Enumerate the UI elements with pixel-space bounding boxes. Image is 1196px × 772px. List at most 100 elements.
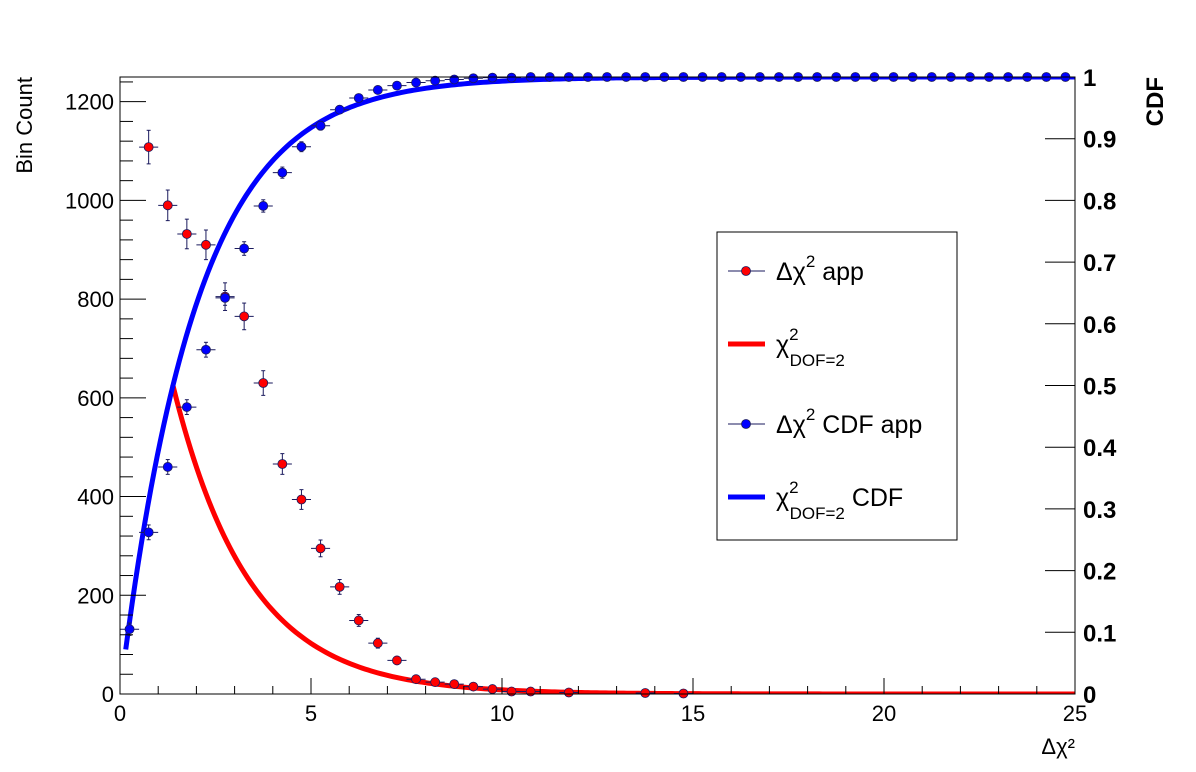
marker [143, 527, 154, 538]
data-point [120, 622, 140, 636]
legend-marker [741, 266, 751, 276]
legend-marker [741, 419, 751, 429]
y-tick-label: 600 [77, 386, 114, 411]
data-point [272, 166, 292, 179]
marker [430, 75, 441, 86]
y-tick-label: 1200 [65, 90, 114, 115]
y-tick-label: 0 [102, 682, 114, 707]
marker [239, 311, 250, 322]
data-point [463, 73, 483, 84]
y2-tick-label: 0.8 [1083, 188, 1116, 215]
marker [258, 378, 269, 388]
y-tick-label: 1000 [65, 188, 114, 213]
marker [506, 72, 517, 83]
marker [315, 120, 326, 131]
legend-label-base: χ [776, 331, 789, 359]
marker [449, 679, 460, 690]
marker [124, 624, 135, 635]
data-point [425, 75, 445, 86]
data-point [234, 241, 254, 256]
x-axis-title: Δχ² [1041, 734, 1075, 759]
marker [392, 80, 402, 91]
series-points-1 [139, 129, 693, 699]
marker [334, 581, 345, 592]
legend-entry-4: χ2 DOF=2 CDF [728, 478, 903, 523]
x-tick-label: 25 [1063, 701, 1087, 726]
y2-tick-label: 0.4 [1083, 435, 1117, 462]
data-point [139, 129, 159, 165]
data-point [311, 539, 331, 558]
y-tick-label: 400 [77, 485, 114, 510]
data-point [158, 189, 178, 222]
marker [372, 85, 383, 95]
legend-label: χ2 DOF=2 CDF [776, 478, 903, 523]
marker [277, 459, 288, 469]
x-tick-label: 5 [305, 701, 317, 726]
data-point [139, 524, 159, 541]
y2-tick-label: 0.5 [1083, 374, 1116, 401]
marker [468, 681, 479, 692]
marker [277, 167, 288, 178]
marker [201, 239, 211, 250]
marker [411, 674, 421, 685]
y-tick-label: 800 [77, 287, 114, 312]
y2-tick-label: 0.9 [1083, 127, 1116, 154]
data-point [253, 370, 273, 396]
data-point [291, 141, 311, 153]
legend-entry-3: Δχ2 CDF app [728, 405, 922, 439]
y2-tick-label: 1 [1083, 65, 1096, 92]
data-point [311, 120, 331, 131]
marker [411, 77, 421, 88]
data-point [482, 684, 502, 694]
legend-label-sup: 2 [789, 478, 798, 497]
y2-tick-label: 0.1 [1083, 620, 1116, 647]
data-point [234, 302, 254, 331]
marker [239, 243, 250, 254]
data-point [406, 674, 426, 685]
y2-axis-title: CDF [1142, 77, 1169, 126]
data-point [444, 679, 464, 690]
x-tick-label: 20 [872, 701, 896, 726]
marker [392, 655, 402, 666]
data-point [196, 229, 216, 261]
legend-label-sub: DOF=2 [790, 351, 845, 370]
y-axis-title: Bin Count [12, 77, 37, 174]
data-point [425, 677, 445, 688]
legend-label: Δχ2 CDF app [776, 405, 922, 439]
data-point [253, 199, 273, 213]
marker [487, 72, 498, 83]
marker [162, 200, 173, 211]
y2-tick-label: 0.6 [1083, 312, 1116, 339]
marker [640, 688, 651, 698]
data-point [158, 459, 178, 475]
axes-layer: 0 5 10 15 20 2502004006008001000120000.10.20.… [65, 65, 1117, 726]
legend-label-sub: DOF=2 [790, 504, 845, 523]
marker [506, 686, 517, 697]
data-point [272, 453, 292, 475]
data-point [463, 681, 483, 692]
legend-box [716, 231, 958, 541]
marker [563, 687, 574, 698]
data-point [330, 104, 350, 115]
marker [353, 93, 364, 103]
y2-tick-label: 0 [1083, 682, 1096, 709]
legend-label-sup: 2 [806, 252, 815, 271]
y-tick-label: 200 [77, 583, 114, 608]
marker [181, 229, 192, 239]
marker [296, 494, 307, 505]
data-point [349, 614, 369, 627]
marker [487, 684, 498, 694]
marker [201, 344, 211, 355]
legend-label-base: χ [776, 484, 789, 512]
x-tick-label: 0 [114, 701, 126, 726]
legend-label-sup: 2 [806, 405, 815, 424]
y2-tick-label: 0.3 [1083, 497, 1116, 524]
legend-label-suffix: CDF app [815, 411, 922, 439]
data-point [387, 655, 407, 666]
legend-entry-1: Δχ2 app [728, 252, 864, 286]
data-point [635, 688, 655, 698]
legend-label-base: Δχ [776, 258, 806, 286]
data-point [330, 578, 350, 595]
